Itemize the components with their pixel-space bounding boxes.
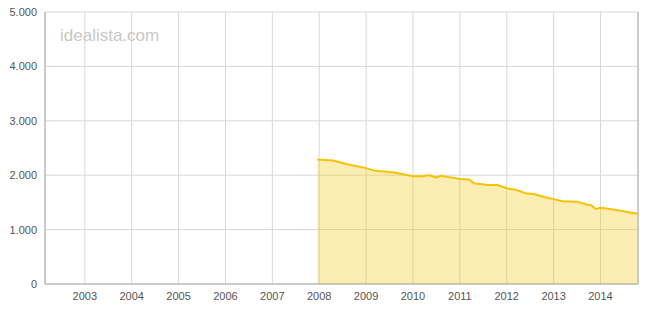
svg-text:3.000: 3.000 bbox=[9, 115, 37, 127]
svg-text:2011: 2011 bbox=[448, 290, 472, 302]
svg-text:2010: 2010 bbox=[401, 290, 425, 302]
svg-text:2007: 2007 bbox=[260, 290, 284, 302]
svg-text:2013: 2013 bbox=[541, 290, 565, 302]
svg-text:2005: 2005 bbox=[166, 290, 190, 302]
svg-text:2003: 2003 bbox=[73, 290, 97, 302]
svg-text:2004: 2004 bbox=[119, 290, 143, 302]
svg-text:2006: 2006 bbox=[213, 290, 237, 302]
svg-text:0: 0 bbox=[31, 278, 37, 290]
svg-text:2008: 2008 bbox=[307, 290, 331, 302]
svg-text:2012: 2012 bbox=[495, 290, 519, 302]
svg-text:2009: 2009 bbox=[354, 290, 378, 302]
svg-text:4.000: 4.000 bbox=[9, 60, 37, 72]
svg-text:1.000: 1.000 bbox=[9, 224, 37, 236]
svg-text:5.000: 5.000 bbox=[9, 6, 37, 18]
svg-text:2014: 2014 bbox=[588, 290, 612, 302]
svg-text:2.000: 2.000 bbox=[9, 169, 37, 181]
html-text:idealista.com: idealista.com bbox=[60, 26, 160, 45]
